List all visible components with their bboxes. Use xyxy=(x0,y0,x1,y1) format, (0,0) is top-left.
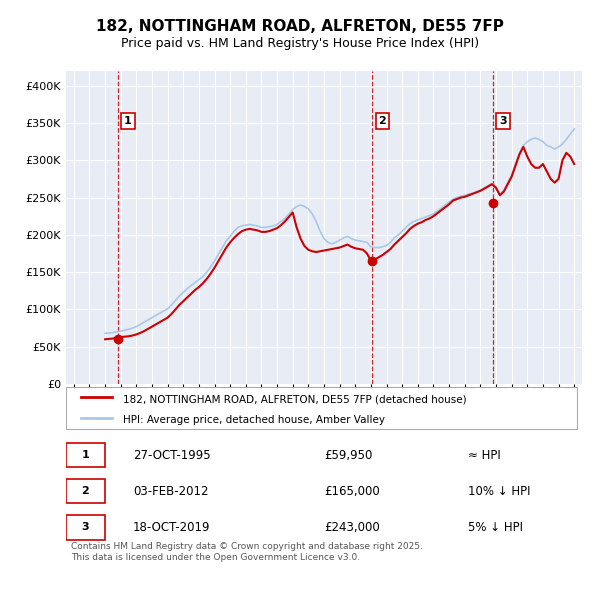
Text: 1: 1 xyxy=(81,450,89,460)
Text: 3: 3 xyxy=(499,116,507,126)
Text: £243,000: £243,000 xyxy=(324,521,380,534)
Text: 03-FEB-2012: 03-FEB-2012 xyxy=(133,485,209,498)
Text: 3: 3 xyxy=(81,523,89,532)
Text: 10% ↓ HPI: 10% ↓ HPI xyxy=(469,485,531,498)
Text: £165,000: £165,000 xyxy=(324,485,380,498)
Text: 182, NOTTINGHAM ROAD, ALFRETON, DE55 7FP: 182, NOTTINGHAM ROAD, ALFRETON, DE55 7FP xyxy=(96,19,504,34)
Text: £59,950: £59,950 xyxy=(324,448,373,461)
Text: 2: 2 xyxy=(379,116,386,126)
Text: 5% ↓ HPI: 5% ↓ HPI xyxy=(469,521,523,534)
FancyBboxPatch shape xyxy=(66,479,104,503)
Text: HPI: Average price, detached house, Amber Valley: HPI: Average price, detached house, Ambe… xyxy=(123,415,385,425)
Text: 27-OCT-1995: 27-OCT-1995 xyxy=(133,448,211,461)
FancyBboxPatch shape xyxy=(66,516,104,539)
FancyBboxPatch shape xyxy=(66,387,577,429)
Text: 1: 1 xyxy=(124,116,132,126)
Text: 182, NOTTINGHAM ROAD, ALFRETON, DE55 7FP (detached house): 182, NOTTINGHAM ROAD, ALFRETON, DE55 7FP… xyxy=(123,394,466,404)
Text: ≈ HPI: ≈ HPI xyxy=(469,448,501,461)
Text: 2: 2 xyxy=(81,486,89,496)
Text: Price paid vs. HM Land Registry's House Price Index (HPI): Price paid vs. HM Land Registry's House … xyxy=(121,37,479,50)
Text: Contains HM Land Registry data © Crown copyright and database right 2025.
This d: Contains HM Land Registry data © Crown c… xyxy=(71,542,423,562)
FancyBboxPatch shape xyxy=(66,443,104,467)
Text: 18-OCT-2019: 18-OCT-2019 xyxy=(133,521,211,534)
